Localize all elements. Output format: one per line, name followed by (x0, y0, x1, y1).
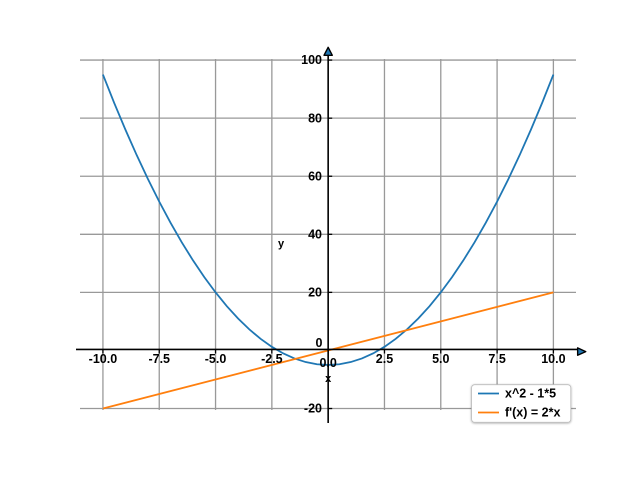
svg-text:x^2 - 1*5: x^2 - 1*5 (505, 387, 556, 401)
svg-text:-5.0: -5.0 (205, 352, 227, 366)
svg-text:5.0: 5.0 (432, 352, 449, 366)
svg-text:x: x (325, 373, 332, 385)
svg-text:-20: -20 (304, 402, 322, 416)
svg-text:100: 100 (301, 53, 322, 67)
svg-text:60: 60 (308, 169, 322, 183)
svg-text:0.0: 0.0 (319, 356, 336, 370)
svg-text:7.5: 7.5 (488, 352, 505, 366)
svg-text:-2.5: -2.5 (261, 352, 283, 366)
svg-text:f'(x) = 2*x: f'(x) = 2*x (505, 406, 560, 420)
svg-text:0: 0 (316, 336, 323, 350)
svg-text:-10.0: -10.0 (89, 352, 118, 366)
svg-text:-7.5: -7.5 (148, 352, 170, 366)
svg-text:10.0: 10.0 (541, 352, 565, 366)
svg-text:2.5: 2.5 (376, 352, 393, 366)
svg-text:y: y (278, 238, 285, 250)
svg-text:20: 20 (308, 286, 322, 300)
svg-text:80: 80 (308, 111, 322, 125)
svg-text:40: 40 (308, 227, 322, 241)
